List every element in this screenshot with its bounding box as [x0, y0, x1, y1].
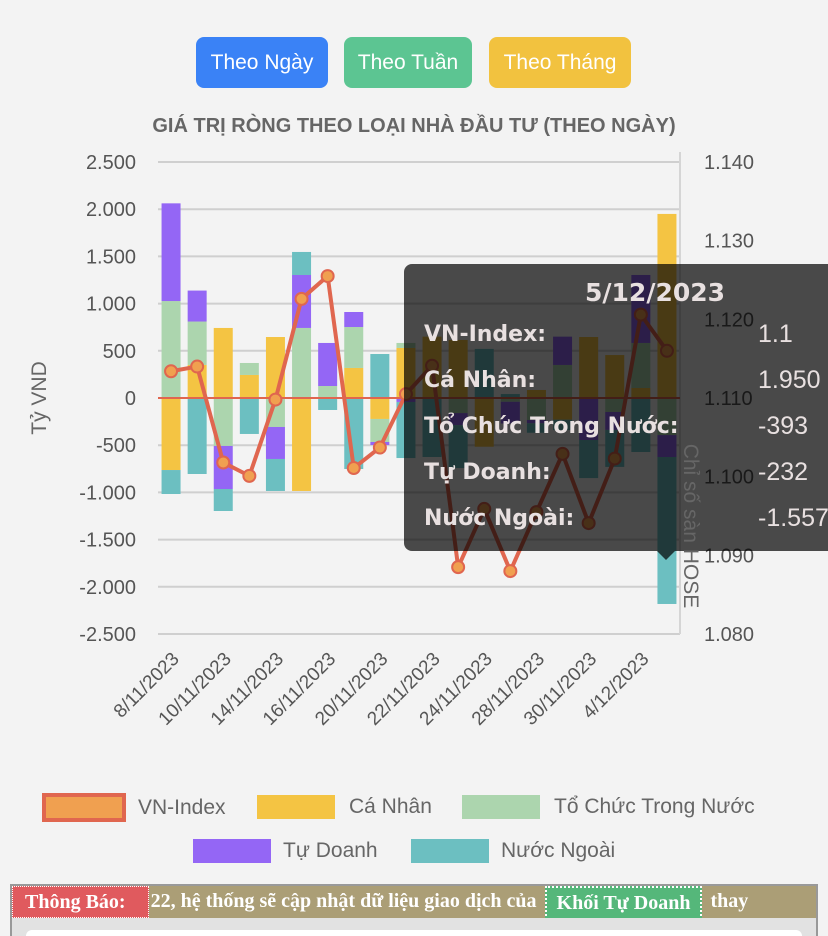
vn-index-point: [190, 359, 205, 374]
bar-tự-doanh: [265, 426, 285, 459]
legend-vn-index[interactable]: VN-Index: [42, 793, 226, 822]
tooltip-value-tu-doanh: -232: [758, 458, 809, 486]
vn-index-point: [294, 291, 309, 306]
notice-banner: Thông Báo: 22, hệ thống sẽ cập nhật dữ li…: [10, 884, 818, 920]
bar-tự-doanh: [161, 203, 181, 302]
y-tick-label: 1.500: [86, 246, 136, 268]
y-tick-label: -1.500: [79, 530, 136, 552]
tooltip-caret: [657, 551, 675, 560]
notice-text-2: thay: [710, 890, 749, 912]
legend-tu-doanh[interactable]: Tự Doanh: [193, 839, 378, 863]
legend-swatch: [193, 839, 271, 863]
y-tick-label: -500: [96, 435, 136, 457]
y-tick-label: -2.500: [79, 624, 136, 646]
legend-swatch: [257, 795, 335, 819]
vn-index-point: [268, 392, 283, 407]
vn-index-point: [320, 269, 335, 284]
bar-tổ-chức-trong-nước: [292, 327, 312, 398]
legend-to-chuc[interactable]: Tổ Chức Trong Nước: [462, 795, 755, 819]
bar-cá-nhân: [344, 367, 364, 398]
legend-label: Cá Nhân: [349, 795, 432, 818]
y-tick-label: -1.000: [79, 482, 136, 504]
content-card: [26, 930, 802, 936]
legend-swatch: [462, 795, 540, 819]
bar-cá-nhân: [213, 327, 233, 398]
vn-index-point: [503, 564, 518, 579]
tooltip-label-vnindex: VN-Index:: [424, 322, 547, 347]
legend-label: Nước Ngoài: [501, 839, 616, 862]
y-tick-label: 500: [103, 341, 136, 363]
bar-tổ-chức-trong-nước: [318, 386, 338, 398]
bar-tổ-chức-trong-nước: [187, 321, 207, 365]
theo-tuan-button[interactable]: Theo Tuần: [344, 37, 472, 88]
vn-index-point: [242, 468, 257, 483]
bar-tổ-chức-trong-nước: [344, 327, 364, 368]
y-tick-label: 2.000: [86, 199, 136, 221]
bar-nước-ngoài: [187, 398, 207, 474]
bar-nước-ngoài: [213, 489, 233, 511]
y2-tick-label: 1.080: [704, 624, 754, 646]
y-axis-title: Tỷ VND: [28, 361, 51, 435]
theo-thang-button[interactable]: Theo Tháng: [489, 37, 631, 88]
y-tick-label: 1.000: [86, 294, 136, 316]
bar-tổ-chức-trong-nước: [239, 362, 259, 375]
bar-nước-ngoài: [292, 251, 312, 275]
y-tick-label: 0: [125, 388, 136, 410]
tooltip: 5/12/2023 VN-Index: Cá Nhân: Tổ Chức Tro…: [404, 264, 828, 560]
legend-swatch: [42, 793, 126, 822]
bar-tổ-chức-trong-nước: [213, 398, 233, 446]
legend-ca-nhan[interactable]: Cá Nhân: [257, 795, 432, 819]
tooltip-value-ca-nhan: 1.950: [758, 366, 821, 394]
legend-label: VN-Index: [138, 795, 226, 819]
y2-tick-label: 1.140: [704, 152, 754, 174]
tooltip-label-nuoc-ngoai: Nước Ngoài:: [424, 506, 575, 531]
bar-nước-ngoài: [265, 458, 285, 491]
bar-nước-ngoài: [370, 354, 390, 398]
bar-cá-nhân: [370, 398, 390, 419]
vn-index-point: [216, 455, 231, 470]
tooltip-label-ca-nhan: Cá Nhân:: [424, 368, 537, 393]
notice-label: Thông Báo:: [12, 886, 149, 918]
notice-text: 22, hệ thống sẽ cập nhật dữ liệu giao dị…: [150, 890, 537, 912]
bar-tổ-chức-trong-nước: [265, 398, 285, 427]
bar-tự-doanh: [344, 312, 364, 328]
y2-tick-label: 1.130: [704, 231, 754, 253]
bar-nước-ngoài: [161, 470, 181, 495]
bar-nước-ngoài: [239, 398, 259, 434]
bar-cá-nhân: [161, 398, 181, 471]
legend-label: Tự Doanh: [283, 839, 378, 862]
bar-nước-ngoài: [344, 398, 364, 469]
tooltip-value-nuoc-ngoai: -1.557: [758, 504, 828, 532]
bar-nước-ngoài: [318, 398, 338, 410]
legend-swatch: [411, 839, 489, 863]
vn-index-point: [164, 364, 179, 379]
y-tick-label: 2.500: [86, 152, 136, 174]
chart-title: GIÁ TRỊ RÒNG THEO LOẠI NHÀ ĐẦU TƯ (THEO …: [152, 115, 676, 137]
bar-tự-doanh: [187, 290, 207, 322]
vn-index-point: [346, 461, 361, 476]
theo-ngay-button[interactable]: Theo Ngày: [196, 37, 328, 88]
legend-nuoc-ngoai[interactable]: Nước Ngoài: [411, 839, 615, 863]
vn-index-point: [451, 560, 466, 575]
tooltip-label-tu-doanh: Tự Doanh:: [424, 460, 551, 485]
notice-tag: Khối Tự Doanh: [544, 886, 703, 920]
content-area: [10, 918, 818, 936]
bar-tự-doanh: [318, 342, 338, 387]
vn-index-point: [372, 440, 387, 455]
legend-label: Tổ Chức Trong Nước: [554, 795, 755, 818]
bar-cá-nhân: [292, 398, 312, 491]
y-tick-label: -2.000: [79, 577, 136, 599]
tooltip-value-to-chuc: -393: [758, 412, 809, 440]
bar-tổ-chức-trong-nước: [161, 301, 181, 398]
tooltip-title: 5/12/2023: [585, 278, 726, 307]
bar-cá-nhân: [239, 374, 259, 398]
tooltip-label-to-chuc: Tổ Chức Trong Nước:: [424, 414, 679, 439]
tooltip-value-vnindex: 1.1: [758, 320, 793, 348]
